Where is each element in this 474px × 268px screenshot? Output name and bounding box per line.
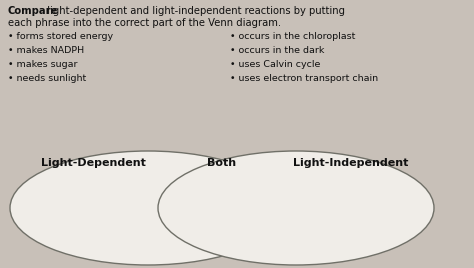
Ellipse shape <box>158 151 434 265</box>
Text: Compare: Compare <box>8 6 58 16</box>
Text: • uses electron transport chain: • uses electron transport chain <box>230 74 378 83</box>
Text: • occurs in the chloroplast: • occurs in the chloroplast <box>230 32 356 41</box>
Text: • makes NADPH: • makes NADPH <box>8 46 84 55</box>
Text: Both: Both <box>208 158 237 168</box>
Text: Light-Dependent: Light-Dependent <box>41 158 146 168</box>
Text: • occurs in the dark: • occurs in the dark <box>230 46 324 55</box>
Text: Light-Independent: Light-Independent <box>293 158 409 168</box>
Ellipse shape <box>10 151 286 265</box>
Text: each phrase into the correct part of the Venn diagram.: each phrase into the correct part of the… <box>8 18 281 28</box>
Text: • uses Calvin cycle: • uses Calvin cycle <box>230 60 320 69</box>
Text: light-dependent and light-independent reactions by putting: light-dependent and light-independent re… <box>44 6 345 16</box>
Text: • makes sugar: • makes sugar <box>8 60 78 69</box>
Text: • forms stored energy: • forms stored energy <box>8 32 113 41</box>
Text: • needs sunlight: • needs sunlight <box>8 74 86 83</box>
